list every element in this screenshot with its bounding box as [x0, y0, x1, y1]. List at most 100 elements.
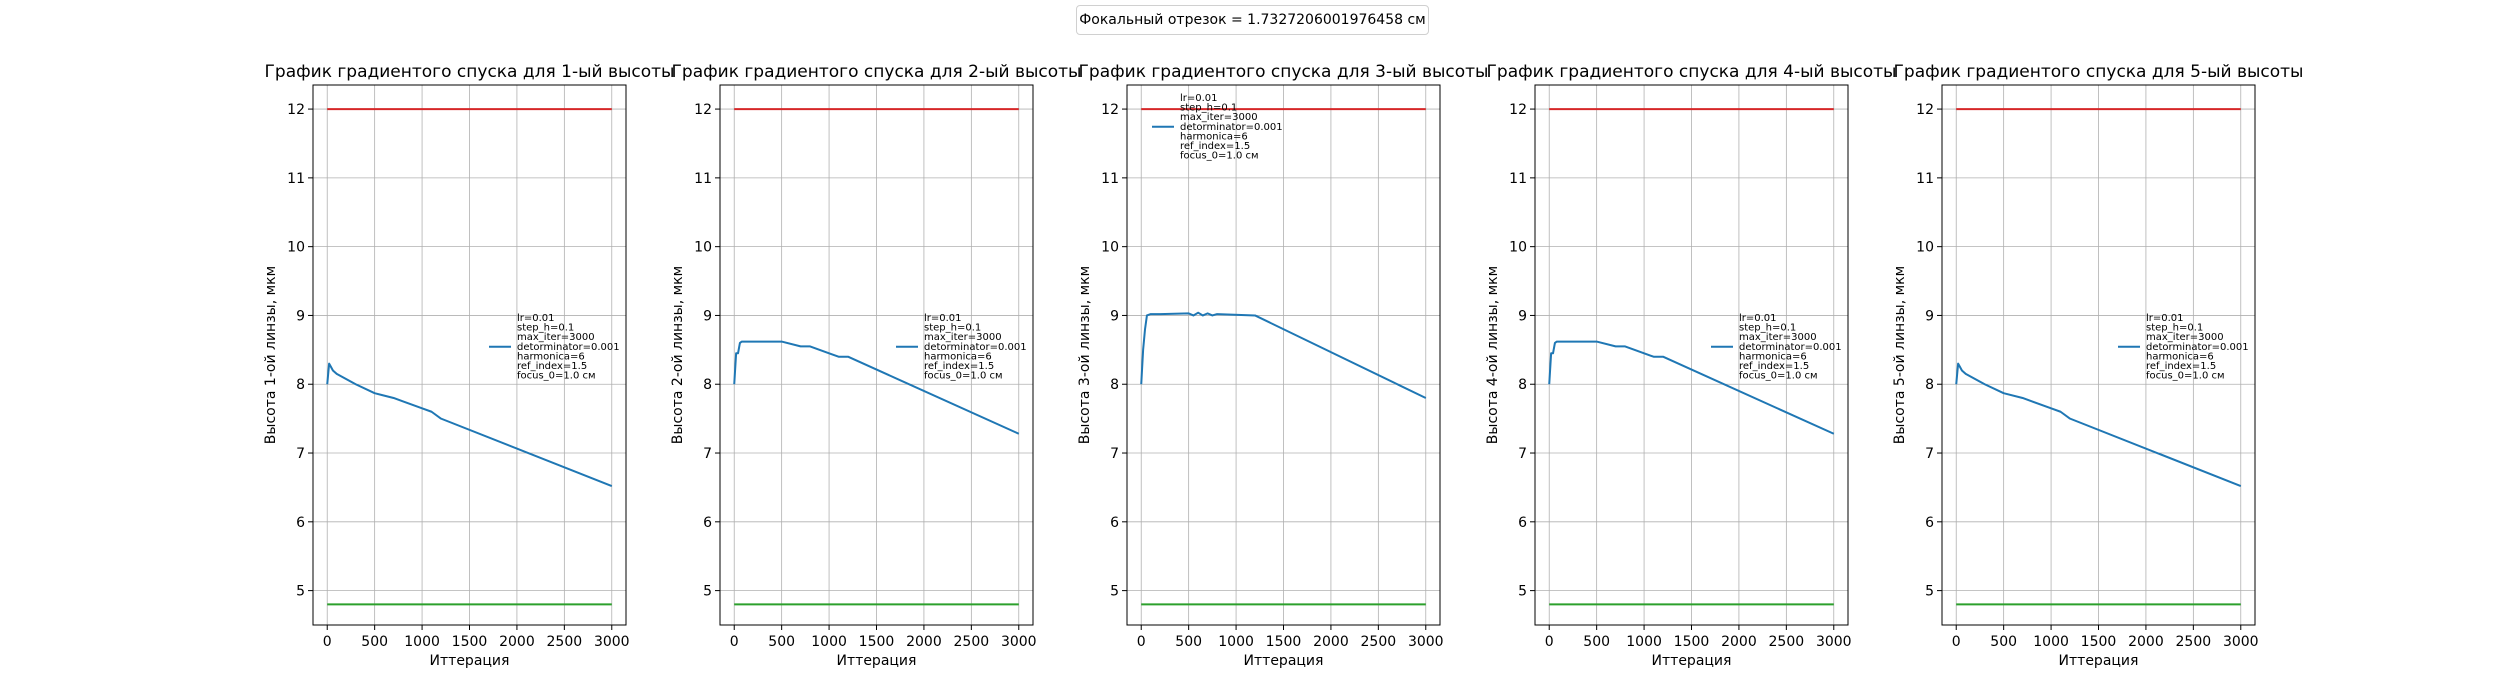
x-tick-label: 3000 — [1001, 634, 1037, 650]
x-tick-label: 500 — [1175, 634, 1202, 650]
y-tick-label: 6 — [1518, 515, 1527, 531]
x-tick-label: 2500 — [954, 634, 990, 650]
legend-text: ref_index=1.5 — [1739, 361, 1809, 372]
y-tick-label: 12 — [287, 102, 305, 118]
y-tick-label: 8 — [703, 377, 712, 393]
x-tick-label: 500 — [1583, 634, 1610, 650]
subplot-title: График градиентого спуска для 5-ый высот… — [1894, 62, 2304, 82]
legend-text: focus_0=1.0 см — [1739, 371, 1818, 382]
y-axis-label: Высота 4-ой линзы, мкм — [1485, 266, 1501, 444]
legend-text: step_h=0.1 — [1180, 103, 1237, 114]
subplot-4: 0 500 1000 1500 2000 2500 3000 5 6 7 8 9 10 11 12 Графи… — [1485, 62, 1896, 669]
y-tick-label: 11 — [1509, 171, 1527, 187]
y-tick-label: 5 — [296, 584, 305, 600]
x-axis-label: Иттерация — [430, 653, 510, 669]
x-tick-label: 1000 — [811, 634, 847, 650]
x-tick-label: 1500 — [2081, 634, 2117, 650]
y-tick-label: 8 — [296, 377, 305, 393]
x-tick-label: 0 — [323, 634, 332, 650]
x-tick-label: 0 — [1545, 634, 1554, 650]
legend-text: detorminator=0.001 — [1180, 122, 1283, 133]
x-tick-label: 1500 — [1674, 634, 1710, 650]
x-axis-label: Иттерация — [2059, 653, 2139, 669]
y-tick-label: 9 — [1518, 308, 1527, 324]
x-tick-label: 1000 — [1218, 634, 1254, 650]
y-tick-label: 7 — [703, 446, 712, 462]
x-tick-label: 0 — [1952, 634, 1961, 650]
legend-text: focus_0=1.0 см — [924, 371, 1003, 382]
x-tick-label: 2000 — [1721, 634, 1757, 650]
x-tick-label: 3000 — [2223, 634, 2259, 650]
y-tick-label: 7 — [1110, 446, 1119, 462]
y-axis-label: Высота 5-ой линзы, мкм — [1892, 266, 1908, 444]
y-tick-label: 12 — [1916, 102, 1934, 118]
y-tick-label: 5 — [1518, 584, 1527, 600]
y-tick-label: 11 — [1101, 171, 1119, 187]
y-tick-label: 6 — [1925, 515, 1934, 531]
subplot-2: 0 500 1000 1500 2000 2500 3000 5 6 7 8 9 10 11 12 Графи… — [670, 62, 1081, 669]
legend-text: harmonica=6 — [1180, 131, 1248, 142]
y-tick-label: 9 — [1925, 308, 1934, 324]
x-tick-label: 1000 — [404, 634, 440, 650]
y-tick-label: 10 — [1509, 240, 1527, 256]
x-tick-label: 3000 — [1816, 634, 1852, 650]
x-tick-label: 1500 — [1266, 634, 1302, 650]
y-tick-label: 6 — [703, 515, 712, 531]
y-tick-label: 11 — [694, 171, 712, 187]
x-axis-label: Иттерация — [1244, 653, 1324, 669]
legend-text: detorminator=0.001 — [517, 342, 620, 353]
figure-suptitle: Фокальный отрезок = 1.7327206001976458 с… — [1076, 5, 1429, 35]
y-tick-label: 6 — [1110, 515, 1119, 531]
y-tick-label: 11 — [1916, 171, 1934, 187]
subplot-title: График градиентого спуска для 1-ый высот… — [265, 62, 675, 82]
y-tick-label: 7 — [296, 446, 305, 462]
series-line-1 — [1548, 340, 1835, 435]
y-tick-label: 8 — [1518, 377, 1527, 393]
legend-text: lr=0.01 — [517, 313, 555, 324]
series-line-1 — [1140, 311, 1427, 399]
y-tick-label: 5 — [1110, 584, 1119, 600]
legend: lr=0.01step_h=0.1max_iter=3000detorminat… — [489, 313, 620, 382]
legend-text: lr=0.01 — [1739, 313, 1777, 324]
x-tick-label: 2000 — [1313, 634, 1349, 650]
legend-text: detorminator=0.001 — [2146, 342, 2249, 353]
y-tick-label: 9 — [1110, 308, 1119, 324]
x-tick-label: 2000 — [2128, 634, 2164, 650]
y-tick-label: 5 — [1925, 584, 1934, 600]
subplot-3: 0 500 1000 1500 2000 2500 3000 5 6 7 8 9 10 11 12 Графи… — [1077, 62, 1488, 669]
legend-text: harmonica=6 — [1739, 351, 1807, 362]
x-tick-label: 3000 — [1408, 634, 1444, 650]
x-tick-label: 3000 — [594, 634, 630, 650]
y-tick-label: 5 — [703, 584, 712, 600]
y-tick-label: 6 — [296, 515, 305, 531]
legend: lr=0.01step_h=0.1max_iter=3000detorminat… — [1711, 313, 1842, 382]
x-tick-label: 2500 — [1769, 634, 1805, 650]
subplot-title: График градиентого спуска для 3-ый высот… — [1079, 62, 1489, 82]
x-tick-label: 2500 — [1361, 634, 1397, 650]
legend-text: detorminator=0.001 — [1739, 342, 1842, 353]
subplot-5: 0 500 1000 1500 2000 2500 3000 5 6 7 8 9 10 11 12 Графи… — [1892, 62, 2303, 669]
y-tick-label: 9 — [703, 308, 712, 324]
x-tick-label: 1500 — [859, 634, 895, 650]
legend-text: max_iter=3000 — [924, 332, 1002, 343]
x-tick-label: 0 — [1137, 634, 1146, 650]
legend-text: step_h=0.1 — [924, 323, 981, 334]
x-tick-label: 1000 — [1626, 634, 1662, 650]
y-tick-label: 10 — [1101, 240, 1119, 256]
x-tick-label: 500 — [768, 634, 795, 650]
y-tick-label: 10 — [694, 240, 712, 256]
y-tick-label: 12 — [1509, 102, 1527, 118]
legend-text: focus_0=1.0 см — [2146, 371, 2225, 382]
suptitle-text: Фокальный отрезок = 1.7327206001976458 с… — [1079, 12, 1426, 28]
y-tick-label: 8 — [1110, 377, 1119, 393]
x-tick-label: 1500 — [452, 634, 488, 650]
series-line-1 — [733, 340, 1020, 435]
legend: lr=0.01step_h=0.1max_iter=3000detorminat… — [1152, 93, 1283, 162]
legend-text: max_iter=3000 — [1739, 332, 1817, 343]
legend-text: max_iter=3000 — [1180, 112, 1258, 123]
x-tick-label: 1000 — [2033, 634, 2069, 650]
y-tick-label: 10 — [287, 240, 305, 256]
series-line-1 — [1955, 362, 2242, 487]
y-tick-label: 11 — [287, 171, 305, 187]
